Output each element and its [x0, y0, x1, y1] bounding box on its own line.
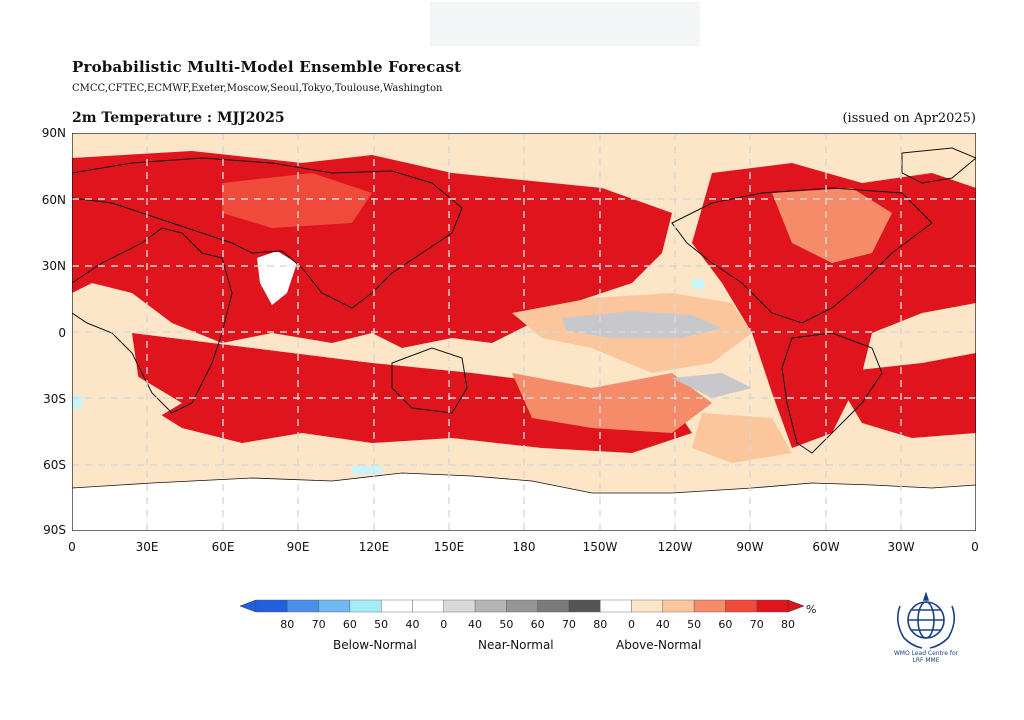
- legend-cell-10: [568, 599, 601, 613]
- legend-tick-label: 80: [781, 618, 795, 631]
- lon-label-30w: 30W: [887, 540, 915, 554]
- lon-label-30e: 30E: [135, 540, 159, 554]
- lon-label-90e: 90E: [286, 540, 310, 554]
- forecast-map: [72, 133, 976, 531]
- legend-cell-15: [725, 599, 757, 613]
- legend-tick-label: 40: [468, 618, 483, 631]
- legend-cell-2: [318, 599, 351, 613]
- legend-arrow-left: [240, 599, 257, 613]
- above-50-band-se-pacific: [692, 413, 792, 463]
- eurasia-outline: [72, 157, 463, 309]
- logo-caption-line1: WMO Lead Centre for: [893, 650, 959, 657]
- legend-arrow-right: [787, 599, 804, 613]
- south-america-outline: [781, 332, 883, 454]
- legend-colorbar: [240, 599, 804, 613]
- legend-tick-label: 0: [628, 618, 636, 631]
- lon-label-90w: 90W: [736, 540, 764, 554]
- above-40-band-south-atlantic: [72, 373, 182, 433]
- legend-cell-13: [662, 599, 695, 613]
- legend-category-above: Above-Normal: [616, 638, 702, 652]
- gridlines: [72, 133, 976, 531]
- legend-cells: [255, 599, 789, 613]
- legend-cell-9: [537, 599, 570, 613]
- lat-label-90n: 90N: [41, 126, 66, 140]
- near-normal-region-pacific: [562, 311, 722, 338]
- legend-category-below: Below-Normal: [333, 638, 417, 652]
- no-signal-region-india: [257, 251, 297, 305]
- above-normal-region-americas: [692, 163, 976, 448]
- lon-label-150e: 150E: [433, 540, 465, 554]
- legend-unit: %: [806, 603, 817, 616]
- lon-label-60e: 60E: [211, 540, 235, 554]
- lon-label-60w: 60W: [812, 540, 840, 554]
- near-normal-region-sw-pacific: [672, 373, 752, 398]
- legend-cell-7: [474, 599, 507, 613]
- issued-date: (issued on Apr2025): [842, 111, 976, 126]
- legend-cell-16: [756, 599, 789, 613]
- legend-tick-label: 80: [593, 618, 608, 631]
- page-title: Probabilistic Multi-Model Ensemble Forec…: [72, 58, 462, 76]
- legend-tick-label: 60: [530, 618, 545, 631]
- legend-cell-1: [287, 599, 319, 613]
- variable-title: 2m Temperature : MJJ2025: [72, 110, 285, 126]
- greenland-outline: [901, 147, 976, 184]
- legend-cell-5: [412, 599, 444, 613]
- australia-outline: [391, 347, 468, 414]
- legend-tick-label: 40: [405, 618, 420, 631]
- above-70-band-europe: [222, 173, 372, 228]
- legend-tick-label: 70: [311, 618, 326, 631]
- below-normal-patch-west: [72, 395, 82, 409]
- legend-tick-label: 60: [718, 618, 733, 631]
- legend-tick-label: 0: [440, 618, 448, 631]
- above-60-band-south-pacific: [512, 373, 712, 433]
- above-60-band-north-america: [772, 188, 892, 263]
- legend-cell-0: [255, 599, 288, 613]
- africa-outline: [72, 227, 233, 414]
- lon-label-0-end: 0: [971, 540, 979, 554]
- legend-tick-label: 50: [687, 618, 702, 631]
- coastlines: [72, 147, 976, 454]
- above-normal-region-atlantic: [832, 353, 976, 438]
- legend-tick-label: 70: [561, 618, 576, 631]
- above-normal-region-southern: [132, 333, 692, 453]
- below-normal-patch-southern-ocean: [352, 466, 382, 474]
- logo-caption: WMO Lead Centre for LRF MME: [876, 650, 976, 664]
- lon-label-180: 180: [512, 540, 536, 554]
- legend-tick-label: 80: [280, 618, 295, 631]
- lat-label-eq: 0: [58, 326, 66, 340]
- lon-label-120w: 120W: [657, 540, 693, 554]
- lon-label-120e: 120E: [358, 540, 390, 554]
- logo-caption-line2: LRF MME: [912, 657, 940, 664]
- lon-label-0: 0: [68, 540, 76, 554]
- legend-cell-11: [600, 599, 632, 613]
- legend-tick-label: 40: [655, 618, 670, 631]
- legend-cell-3: [349, 599, 382, 613]
- lat-label-30s: 30S: [43, 392, 66, 406]
- lat-label-90s: 90S: [43, 523, 66, 537]
- legend-tick-label: 60: [342, 618, 357, 631]
- lat-label-60n: 60N: [41, 193, 66, 207]
- model-list: CMCC,CFTEC,ECMWF,Exeter,Moscow,Seoul,Tok…: [72, 83, 443, 94]
- lat-label-30n: 30N: [41, 259, 66, 273]
- legend-cell-4: [380, 599, 413, 613]
- legend-cell-6: [443, 599, 476, 613]
- below-normal-patch-california: [692, 279, 704, 289]
- north-america-outline: [671, 187, 933, 324]
- legend-tick-label: 50: [499, 618, 514, 631]
- legend-tick-label: 50: [374, 618, 389, 631]
- top-strip: [430, 2, 700, 46]
- legend-category-near: Near-Normal: [478, 638, 554, 652]
- legend-tick-label: 70: [749, 618, 764, 631]
- legend-cell-8: [506, 599, 538, 613]
- lon-label-150w: 150W: [582, 540, 618, 554]
- legend-cell-14: [693, 599, 726, 613]
- lat-label-60s: 60S: [43, 458, 66, 472]
- legend-cell-12: [631, 599, 664, 613]
- wmo-emblem-icon: [896, 591, 956, 649]
